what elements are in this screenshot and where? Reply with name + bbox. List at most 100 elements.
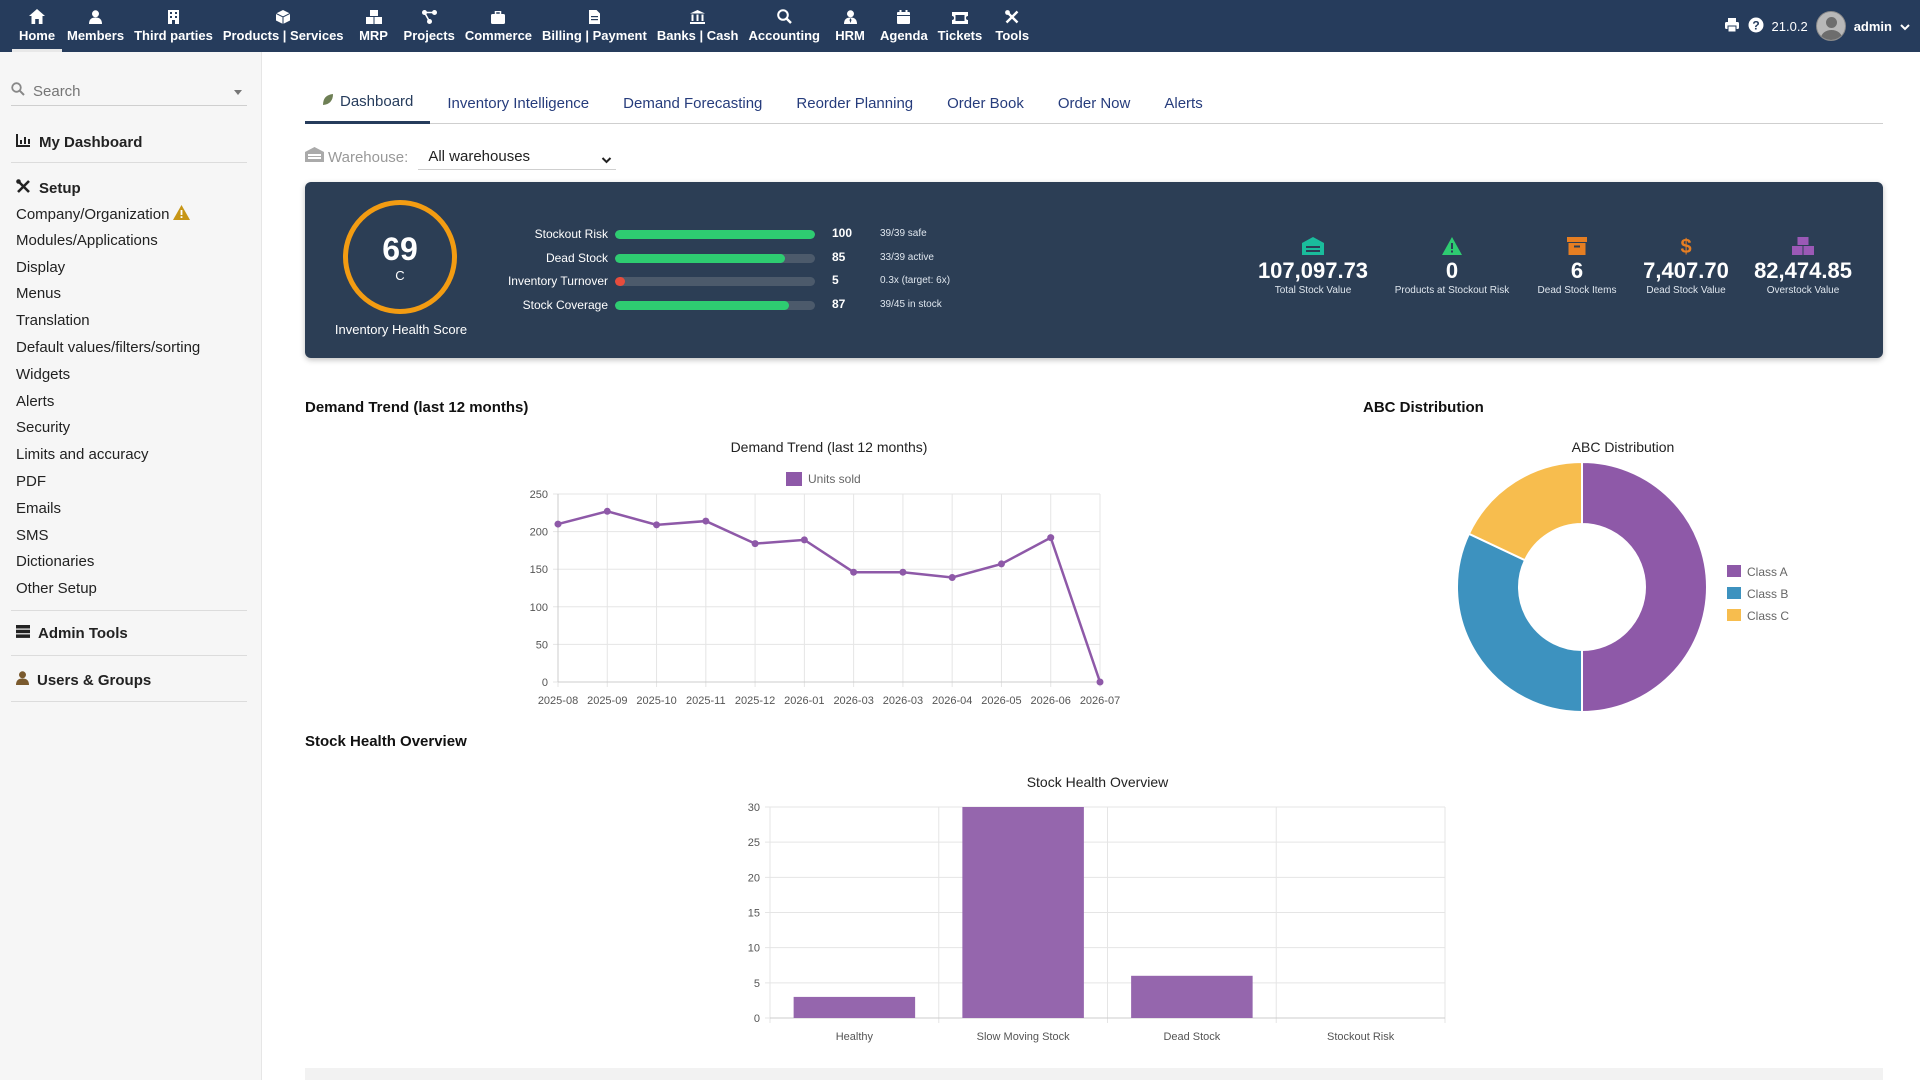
setup-link[interactable]: Security — [16, 419, 70, 436]
data-point[interactable] — [800, 536, 808, 544]
pie-slice[interactable] — [1456, 532, 1583, 712]
x-tick-label: 2026-03 — [883, 695, 923, 707]
building-icon — [167, 0, 179, 26]
data-point[interactable] — [603, 507, 611, 515]
inventory-health-panel: 69 C Inventory Health Score Stockout Ris… — [305, 182, 1883, 358]
warehouse-filter: Warehouse: All warehouses — [305, 144, 617, 170]
bar[interactable] — [793, 996, 916, 1018]
tab-dashboard[interactable]: Dashboard — [305, 82, 431, 124]
setup-link[interactable]: Display — [16, 259, 65, 276]
chart-title: ABC Distribution — [1572, 439, 1675, 455]
pie-slice[interactable] — [1581, 460, 1708, 712]
health-metric-row: Stockout Risk 100 39/39 safe — [480, 226, 1120, 242]
leaf-icon — [322, 93, 334, 110]
menu-home[interactable]: Home — [12, 0, 62, 52]
y-tick-label: 0 — [542, 677, 548, 689]
y-tick-label: 10 — [748, 943, 760, 955]
setup-link[interactable]: Company/Organization — [16, 205, 191, 224]
setup-link[interactable]: Dictionaries — [16, 553, 94, 570]
sidebar-setup[interactable]: Setup — [16, 179, 81, 198]
metric-bar-fill — [615, 253, 785, 263]
metric-bar-fill — [615, 300, 789, 310]
avatar[interactable] — [1815, 11, 1846, 41]
briefcase-icon — [491, 0, 506, 26]
legend-label: Class B — [1747, 587, 1788, 601]
warehouse-select[interactable]: All warehouses — [418, 144, 617, 170]
search-input[interactable] — [33, 83, 223, 100]
warehouse-icon — [305, 147, 324, 167]
menu-agenda[interactable]: Agenda — [875, 0, 933, 52]
setup-link[interactable]: Alerts — [16, 393, 54, 410]
pie-slice[interactable] — [1467, 460, 1583, 562]
setup-link[interactable]: Widgets — [16, 366, 70, 383]
menu-tickets[interactable]: Tickets — [933, 0, 988, 52]
next-panel-edge — [305, 1068, 1883, 1080]
y-tick-label: 100 — [530, 602, 548, 614]
data-point[interactable] — [899, 568, 907, 576]
caret-down-icon[interactable] — [234, 83, 242, 101]
boxes-icon — [1792, 236, 1814, 256]
setup-link[interactable]: Menus — [16, 285, 61, 302]
series-line — [557, 510, 1102, 683]
print-icon[interactable] — [1724, 17, 1740, 36]
ticket-icon — [951, 0, 968, 26]
kpi-value: 0 — [1445, 258, 1459, 283]
tab-inventory-intelligence[interactable]: Inventory Intelligence — [430, 82, 606, 124]
menu-accounting[interactable]: Accounting — [744, 0, 826, 52]
x-tick-label: Slow Moving Stock — [977, 1031, 1070, 1043]
bar[interactable] — [962, 807, 1084, 1018]
data-point[interactable] — [554, 520, 562, 528]
tab-alerts[interactable]: Alerts — [1147, 82, 1219, 124]
version-label: 21.0.2 — [1771, 18, 1808, 34]
metric-note: 33/39 active — [880, 251, 934, 263]
data-point[interactable] — [850, 568, 858, 576]
setup-link[interactable]: Other Setup — [16, 580, 97, 597]
help-icon[interactable]: ? — [1748, 17, 1764, 36]
sidebar-admin-tools[interactable]: Admin Tools — [16, 625, 128, 642]
menu-tools[interactable]: Tools — [987, 0, 1037, 52]
setup-link[interactable]: SMS — [16, 527, 49, 544]
data-point[interactable] — [948, 573, 956, 581]
data-point[interactable] — [1096, 678, 1104, 686]
dashboard-tabs: Dashboard Inventory Intelligence Demand Fo… — [305, 82, 1883, 124]
setup-link[interactable]: Emails — [16, 500, 61, 517]
menu-commerce[interactable]: Commerce — [460, 0, 537, 52]
menu-projects[interactable]: Projects — [399, 0, 460, 52]
search-dollar-icon — [776, 0, 792, 26]
sidebar-my-dashboard[interactable]: My Dashboard — [16, 133, 142, 151]
menu-mrp[interactable]: MRP — [349, 0, 399, 52]
data-point[interactable] — [653, 521, 661, 529]
tab-order-now[interactable]: Order Now — [1041, 82, 1148, 124]
menu-hrm[interactable]: HRM — [825, 0, 875, 52]
x-tick-label: 2026-07 — [1080, 695, 1120, 707]
metric-name: Inventory Turnover — [507, 274, 608, 288]
menu-third-parties[interactable]: Third parties — [129, 0, 218, 52]
setup-link[interactable]: Default values/filters/sorting — [16, 339, 200, 356]
warehouse-label: Warehouse: — [328, 148, 409, 166]
menu-members[interactable]: Members — [62, 0, 129, 52]
x-tick-label: 2025-12 — [735, 695, 775, 707]
sidebar-users-groups[interactable]: Users & Groups — [16, 671, 151, 689]
menu-label: Tools — [995, 28, 1030, 43]
tab-reorder-planning[interactable]: Reorder Planning — [779, 82, 930, 124]
menu-billing-payment[interactable]: Billing | Payment — [537, 0, 652, 52]
setup-link[interactable]: Limits and accuracy — [16, 446, 149, 463]
user-tie-icon — [843, 0, 857, 26]
setup-link[interactable]: Translation — [16, 312, 90, 329]
setup-link[interactable]: Modules/Applications — [16, 232, 158, 249]
setup-link-label: Dictionaries — [16, 553, 95, 571]
data-point[interactable] — [751, 540, 759, 548]
chart-title: Stock Health Overview — [1027, 774, 1169, 790]
metric-value: 85 — [832, 249, 846, 264]
menu-products-services[interactable]: Products | Services — [218, 0, 349, 52]
tab-demand-forecasting[interactable]: Demand Forecasting — [606, 82, 779, 124]
setup-link[interactable]: PDF — [16, 473, 46, 490]
data-point[interactable] — [702, 517, 710, 525]
bar[interactable] — [1131, 975, 1253, 1018]
chevron-down-icon[interactable] — [1900, 19, 1910, 34]
user-menu[interactable]: admin — [1853, 18, 1892, 34]
data-point[interactable] — [997, 560, 1005, 568]
menu-banks-cash[interactable]: Banks | Cash — [652, 0, 744, 52]
tab-order-book[interactable]: Order Book — [930, 82, 1041, 124]
data-point[interactable] — [1047, 534, 1055, 542]
